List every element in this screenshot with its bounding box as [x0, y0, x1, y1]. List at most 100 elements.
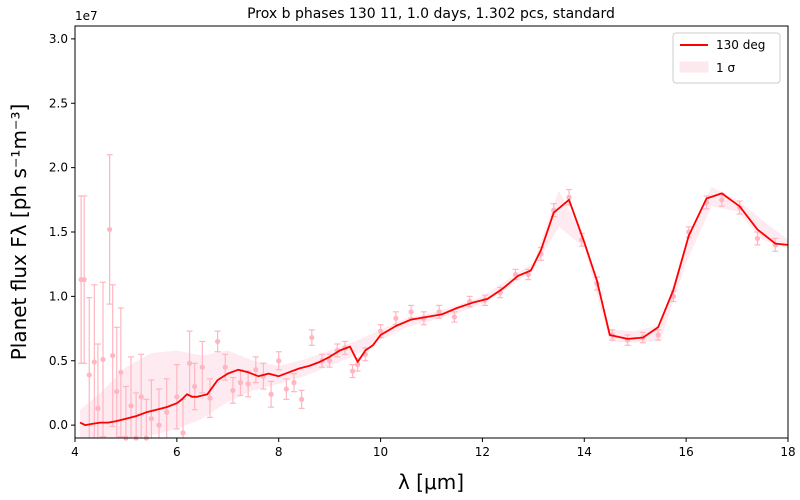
data-marker — [95, 405, 101, 411]
data-marker — [253, 367, 259, 373]
y-tick-label: 0.0 — [49, 418, 68, 432]
observation-point — [252, 356, 259, 384]
y-axis-title: Planet flux Fλ [ph s⁻¹m⁻³] — [7, 104, 31, 361]
observation-point — [138, 353, 145, 438]
y-tick-label: 0.5 — [49, 354, 68, 368]
uncertainty-band-layer — [80, 186, 789, 438]
x-axis-title: λ [μm] — [398, 470, 464, 494]
legend: 130 deg 1 σ — [672, 32, 781, 84]
observation-point — [655, 329, 662, 341]
observation-point — [109, 284, 116, 428]
data-marker — [408, 309, 414, 315]
data-marker — [377, 328, 384, 334]
data-marker — [268, 391, 274, 397]
x-tick-label: 12 — [475, 445, 490, 459]
chart-title: Prox b phases 130 11, 1.0 days, 1.302 pc… — [247, 6, 615, 22]
observation-point — [283, 378, 290, 400]
data-marker — [276, 358, 282, 364]
y-tick-label: 2.0 — [49, 161, 68, 175]
x-tick-label: 8 — [275, 445, 283, 459]
observation-point — [308, 329, 315, 346]
data-marker — [110, 353, 116, 359]
y-tick-label: 1.0 — [49, 289, 68, 303]
data-marker — [283, 386, 289, 392]
observation-point — [191, 362, 198, 411]
observation-point — [392, 311, 399, 326]
y-tick-label: 1.5 — [49, 225, 68, 239]
x-tick-label: 14 — [577, 445, 592, 459]
model-series-line — [79, 192, 789, 427]
x-tick-label: 4 — [71, 445, 79, 459]
data-marker — [192, 383, 198, 390]
observation-point — [163, 378, 170, 438]
observation-point — [268, 380, 275, 408]
data-marker — [327, 358, 333, 364]
observation-point — [91, 284, 98, 438]
observation-point — [275, 351, 282, 371]
observation-point — [117, 307, 124, 438]
observation-point — [290, 373, 297, 393]
data-marker — [91, 359, 97, 365]
data-marker — [349, 368, 356, 374]
data-marker — [86, 372, 92, 378]
observation-point — [214, 330, 221, 353]
observation-point — [466, 295, 473, 308]
data-marker — [309, 334, 315, 341]
x-tick-label: 10 — [373, 445, 388, 459]
observation-point — [298, 389, 305, 409]
observation-point — [670, 290, 677, 303]
observation-point — [525, 268, 532, 281]
observation-point — [156, 388, 163, 438]
x-tick-label: 18 — [780, 445, 795, 459]
observation-point — [113, 326, 120, 438]
observation-point — [334, 343, 341, 358]
data-marker — [186, 360, 193, 366]
x-axis-ticks: 4 6 8 10 12 14 16 18 — [71, 438, 796, 459]
data-marker — [174, 394, 180, 400]
data-marker — [107, 226, 113, 233]
observation-point — [173, 364, 180, 430]
observation-point — [148, 379, 155, 438]
sigma-band-area — [80, 186, 789, 438]
data-marker — [719, 197, 725, 203]
observation-point — [199, 340, 206, 394]
data-marker — [451, 314, 458, 320]
y-axis-scale-label: 1e7 — [75, 9, 98, 23]
observation-point — [106, 154, 113, 305]
data-marker — [525, 271, 531, 278]
data-marker — [81, 277, 87, 283]
data-marker — [138, 394, 144, 400]
data-marker — [199, 364, 205, 370]
data-marker — [128, 403, 134, 409]
data-marker — [207, 395, 213, 401]
y-tick-label: 2.5 — [49, 96, 68, 110]
x-tick-label: 16 — [679, 445, 694, 459]
observation-point — [408, 304, 415, 319]
observation-point — [100, 281, 107, 438]
data-marker — [237, 380, 244, 386]
data-marker — [222, 364, 228, 370]
observation-point — [349, 364, 356, 379]
data-marker — [355, 362, 361, 368]
model-line-layer — [79, 192, 789, 427]
data-marker — [118, 369, 124, 375]
data-marker — [164, 409, 170, 415]
observation-point — [128, 356, 135, 438]
x-tick-label: 6 — [173, 445, 181, 459]
observation-point — [229, 376, 236, 404]
y-tick-label: 3.0 — [49, 32, 68, 46]
data-marker — [245, 381, 251, 387]
data-marker — [230, 387, 236, 393]
data-marker — [754, 235, 761, 242]
observation-point — [436, 304, 443, 319]
legend-label-model: 130 deg — [716, 38, 765, 52]
data-marker — [156, 422, 162, 428]
data-marker — [180, 430, 186, 436]
legend-band-swatch — [679, 61, 709, 73]
data-marker — [100, 356, 106, 363]
data-marker — [393, 315, 399, 321]
data-marker — [299, 396, 305, 402]
data-marker — [436, 309, 442, 315]
data-marker — [114, 389, 120, 395]
observation-point — [81, 195, 88, 364]
